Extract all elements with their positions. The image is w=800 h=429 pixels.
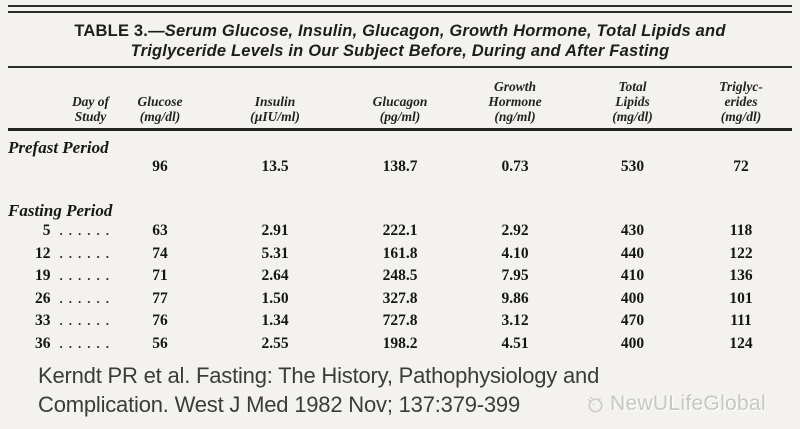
watermark: NewULifeGlobal (586, 392, 766, 416)
table-row: 33 ...... 76 1.34 727.8 3.12 470 111 (8, 310, 792, 333)
col-header-growth-hormone: Growth Hormone (ng/ml) (488, 79, 542, 124)
glucose-value: 56 (152, 334, 168, 352)
col-header-total-lipids: Total Lipids (mg/dl) (612, 79, 653, 124)
insulin-value: 2.91 (261, 222, 289, 240)
total-lipids-value: 400 (620, 334, 645, 352)
title-rule (8, 66, 792, 68)
glucagon-value: 198.2 (382, 334, 418, 352)
col-header-glucagon: Glucagon (pg/ml) (372, 94, 428, 124)
col-header-triglycerides: Triglyc- erides (mg/dl) (719, 79, 763, 124)
col-header-day: Day of Study (71, 94, 110, 124)
glucose-value: 77 (152, 289, 168, 307)
table-row: 5 ...... 63 2.91 222.1 2.92 430 118 (8, 220, 792, 243)
day-cell: 36 ...... (8, 335, 115, 353)
section-label-fasting: Fasting Period (8, 201, 113, 220)
insulin-value: 2.55 (261, 334, 289, 352)
triglycerides-value: 136 (729, 267, 753, 285)
growth-hormone-value: 2.92 (501, 222, 529, 240)
header-row: Day of Study Glucose (mg/dl) Insulin (µI… (8, 68, 792, 128)
insulin-value: 13.5 (261, 158, 289, 175)
citation: Kerndt PR et al. Fasting: The History, P… (38, 361, 599, 419)
dot-leader: ...... (59, 245, 115, 261)
table-row: 19 ...... 71 2.64 248.5 7.95 410 136 (8, 265, 792, 288)
day-cell: 12 ...... (8, 245, 115, 263)
newulife-logo-icon (587, 396, 603, 412)
triglycerides-value: 101 (729, 289, 753, 307)
insulin-value: 1.34 (261, 312, 289, 330)
growth-hormone-value: 0.73 (501, 158, 529, 175)
growth-hormone-value: 3.12 (501, 312, 529, 330)
citation-line2: Complication. West J Med 1982 Nov; 137:3… (38, 392, 520, 417)
insulin-value: 1.50 (261, 289, 289, 307)
citation-line1: Kerndt PR et al. Fasting: The History, P… (38, 363, 600, 388)
table-row: 36 ...... 56 2.55 198.2 4.51 400 124 (8, 333, 792, 356)
glucose-value: 71 (152, 267, 168, 285)
total-lipids-value: 430 (620, 222, 645, 240)
day-value: 26 (35, 289, 51, 307)
dot-leader: ...... (59, 335, 115, 351)
dot-leader: ...... (59, 313, 115, 329)
section-label-prefast: Prefast Period (8, 138, 109, 157)
glucose-value: 74 (152, 244, 168, 262)
table-title-text: Serum Glucose, Insulin, Glucagon, Growth… (164, 22, 726, 40)
day-value: 36 (35, 334, 51, 352)
total-lipids-value: 400 (620, 289, 645, 307)
fasting-rows: 5 ...... 63 2.91 222.1 2.92 430 118 12 .… (8, 220, 792, 355)
glucose-value: 63 (152, 222, 168, 240)
total-lipids-value: 530 (620, 158, 645, 175)
triglycerides-value: 124 (729, 334, 753, 352)
table-title-line1: TABLE 3.—Serum Glucose, Insulin, Glucago… (8, 21, 792, 41)
dot-leader: ...... (59, 223, 115, 239)
glucagon-value: 327.8 (382, 289, 418, 307)
glucagon-value: 222.1 (382, 222, 418, 240)
table-title: TABLE 3.—Serum Glucose, Insulin, Glucago… (8, 21, 792, 61)
total-lipids-value: 440 (620, 244, 645, 262)
triglycerides-value: 72 (733, 158, 749, 175)
growth-hormone-value: 7.95 (501, 267, 529, 285)
glucose-value: 96 (152, 158, 168, 175)
day-cell: 19 ...... (8, 267, 115, 285)
table-row: 26 ...... 77 1.50 327.8 9.86 400 101 (8, 288, 792, 311)
table-row: 12 ...... 74 5.31 161.8 4.10 440 122 (8, 243, 792, 266)
triglycerides-value: 122 (729, 244, 753, 262)
day-value: 5 (42, 222, 51, 240)
dot-leader: ...... (59, 290, 115, 306)
growth-hormone-value: 9.86 (501, 289, 529, 307)
triglycerides-value: 111 (730, 312, 752, 330)
glucagon-value: 248.5 (382, 267, 418, 285)
glucagon-value: 727.8 (382, 312, 418, 330)
total-lipids-value: 470 (620, 312, 645, 330)
glucose-value: 76 (152, 312, 168, 330)
watermark-label: NewULifeGlobal (610, 392, 766, 415)
dot-leader: ...... (59, 268, 115, 284)
col-header-glucose: Glucose (mg/dl) (137, 94, 183, 124)
total-lipids-value: 410 (620, 267, 645, 285)
table-number: TABLE 3.— (74, 22, 165, 40)
day-value: 19 (35, 267, 51, 285)
growth-hormone-value: 4.10 (501, 244, 529, 262)
day-value: 33 (35, 312, 51, 330)
top-double-rule (8, 5, 792, 13)
triglycerides-value: 118 (729, 222, 753, 240)
day-cell: 33 ...... (8, 312, 115, 330)
section-gap (8, 177, 792, 194)
table-row-prefast: 96 13.5 138.7 0.73 530 72 (8, 157, 792, 177)
day-cell: 5 ...... (8, 222, 115, 240)
col-header-insulin: Insulin (µIU/ml) (250, 94, 300, 124)
day-value: 12 (35, 244, 51, 262)
growth-hormone-value: 4.51 (501, 334, 529, 352)
header-rule (8, 128, 792, 131)
table-title-line2: Triglyceride Levels in Our Subject Befor… (130, 42, 670, 60)
insulin-value: 5.31 (261, 244, 289, 262)
day-cell: 26 ...... (8, 290, 115, 308)
glucagon-value: 138.7 (382, 158, 418, 175)
insulin-value: 2.64 (261, 267, 289, 285)
glucagon-value: 161.8 (382, 244, 418, 262)
table: TABLE 3.—Serum Glucose, Insulin, Glucago… (8, 5, 792, 355)
